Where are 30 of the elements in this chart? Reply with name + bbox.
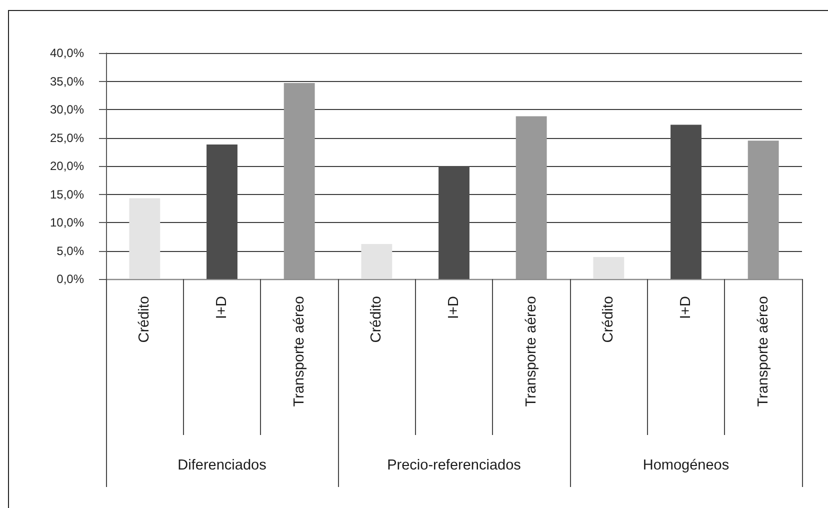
bar	[284, 82, 315, 279]
bar	[748, 140, 779, 279]
x-tick-label: Crédito	[600, 296, 617, 343]
x-tick-label: Transporte aéreo	[291, 296, 308, 407]
x-tick-label: I+D	[678, 296, 694, 319]
y-tick-label: 0,0%	[56, 272, 84, 286]
y-tick-label: 40,0%	[50, 46, 84, 60]
text: Diferenciados	[178, 458, 266, 474]
bar	[361, 244, 392, 279]
x-tick-label: I+D	[214, 296, 230, 319]
y-tick-label: 15,0%	[50, 187, 84, 202]
y-tick-label: 10,0%	[50, 216, 84, 230]
text: Homogéneos	[642, 458, 730, 474]
bar	[206, 144, 238, 279]
x-tick-label: Crédito	[136, 296, 153, 343]
x-tick-label: Transporte aéreo	[755, 296, 772, 407]
bar	[438, 166, 470, 279]
x-tick-label: I+D	[446, 296, 462, 319]
x-tick-label: Crédito	[368, 296, 385, 343]
x-tick-label: Transporte aéreo	[523, 296, 540, 407]
y-tick-label: 35,0%	[50, 74, 84, 88]
bar	[129, 198, 160, 279]
y-tick-label: 25,0%	[50, 130, 84, 145]
bar	[593, 256, 624, 279]
bar	[516, 116, 547, 279]
y-tick-label: 30,0%	[50, 102, 84, 116]
text: Precio-referenciados	[387, 458, 521, 474]
bar	[670, 124, 702, 279]
y-tick-label: 5,0%	[56, 244, 84, 258]
y-tick-label: 20,0%	[50, 159, 84, 173]
